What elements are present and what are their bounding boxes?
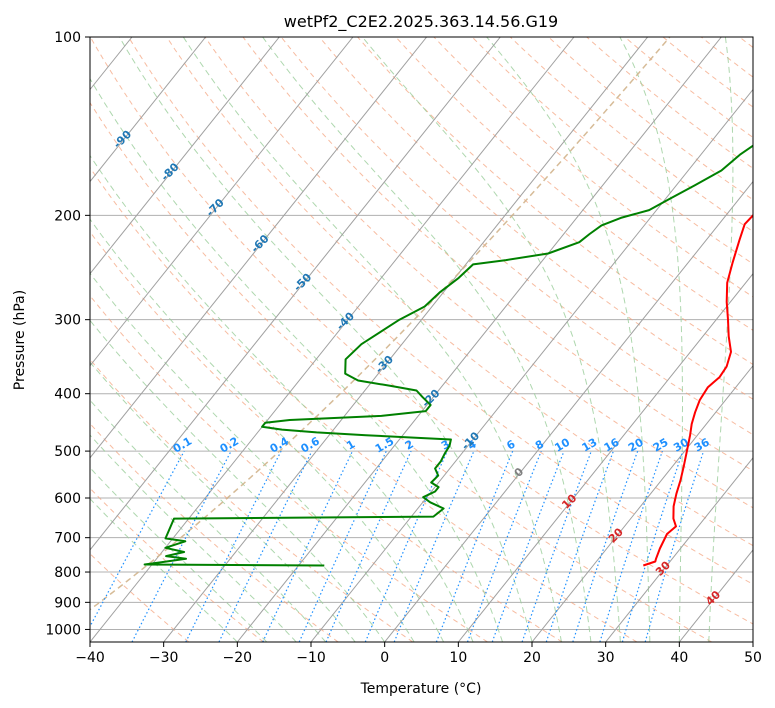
isotherm xyxy=(163,37,649,642)
mixing-ratio-line xyxy=(393,450,475,642)
moist-adiabat xyxy=(182,37,562,642)
axes: −40 −30 −20 −10 0 10 20 30 40 50 100 200 300 400 500 60… xyxy=(45,30,762,666)
moist-adiabat xyxy=(90,154,474,642)
moist-adiabat xyxy=(90,434,297,642)
y-tick-label: 400 xyxy=(54,387,81,403)
moist-adiabat xyxy=(90,361,356,642)
dry-adiabat xyxy=(90,101,712,642)
mixing-ratio-line xyxy=(545,450,614,642)
mixing-ratio-line xyxy=(644,450,705,642)
mixing-ratio-line xyxy=(599,450,663,642)
isotherm xyxy=(531,364,753,642)
mixing-ratio-line xyxy=(325,450,412,642)
y-tick-label: 100 xyxy=(54,30,81,46)
plot-area xyxy=(90,37,753,642)
dry-adiabat xyxy=(90,358,414,642)
moist-adiabat xyxy=(90,498,238,642)
isotherm xyxy=(90,37,207,183)
mixing-ratio-line xyxy=(466,450,542,642)
y-tick-label: 1000 xyxy=(45,622,81,638)
dry-adiabat xyxy=(90,37,753,625)
y-tick-label: 700 xyxy=(54,531,81,547)
isotherm xyxy=(384,180,753,642)
dry-adiabat xyxy=(90,231,563,642)
temperature-line xyxy=(642,213,753,567)
x-tick-label: −30 xyxy=(149,650,179,666)
y-tick-label: 600 xyxy=(54,491,81,507)
dry-adiabat xyxy=(90,422,339,642)
wet-bulb-curve xyxy=(90,37,671,611)
isotherm xyxy=(310,88,753,642)
moist-adiabat xyxy=(708,37,734,642)
moist-adiabat xyxy=(262,37,592,642)
mixing-ratio-line xyxy=(435,450,514,642)
mixing-ratio-line xyxy=(185,450,282,642)
isotherm xyxy=(605,457,753,642)
mixing-ratio-line xyxy=(621,450,684,642)
dry-adiabat xyxy=(90,294,488,642)
mixing-ratio-line xyxy=(572,450,639,642)
y-tick-label: 500 xyxy=(54,444,81,460)
x-tick-label: −20 xyxy=(223,650,253,666)
plot-content: 0.10.20.40.611.52346810131620253036-100-… xyxy=(90,37,753,642)
y-tick-label: 300 xyxy=(54,313,81,329)
moist-adiabat xyxy=(118,37,533,642)
dewpoint-line xyxy=(143,144,753,567)
dry-adiabat xyxy=(127,37,753,585)
dry-adiabat xyxy=(356,37,753,366)
x-axis-label: Temperature (°C) xyxy=(360,681,482,697)
dry-adiabat xyxy=(90,166,638,642)
moist-adiabat xyxy=(362,37,621,642)
chart-title: wetPf2_C2E2.2025.363.14.56.G19 xyxy=(284,12,558,32)
isotherm xyxy=(90,37,354,367)
x-tick-label: 20 xyxy=(523,650,541,666)
moist-adiabat xyxy=(619,37,683,642)
moist-adiabat xyxy=(90,467,268,642)
dry-adiabat xyxy=(242,37,753,472)
x-tick-label: 10 xyxy=(449,650,467,666)
dry-adiabat xyxy=(318,37,753,400)
y-tick-label: 800 xyxy=(54,565,81,581)
y-tick-label: 200 xyxy=(54,208,81,224)
isotherm xyxy=(90,37,501,551)
y-axis-label: Pressure (hPa) xyxy=(12,290,28,390)
x-tick-label: 0 xyxy=(380,650,389,666)
x-tick-label: 40 xyxy=(670,650,688,666)
mixing-ratio-line xyxy=(521,450,592,642)
dry-adiabat xyxy=(204,37,753,509)
dry-adiabat xyxy=(90,553,190,642)
moist-adiabat xyxy=(90,77,503,642)
mixing-ratio-line xyxy=(491,450,565,642)
moist-adiabat xyxy=(90,319,386,642)
x-tick-label: 50 xyxy=(744,650,762,666)
y-tick-label: 900 xyxy=(54,595,81,611)
isotherm xyxy=(90,37,280,275)
moist-adiabat xyxy=(90,218,445,642)
plot-frame xyxy=(89,36,754,643)
x-tick-label: −10 xyxy=(296,650,326,666)
isotherm xyxy=(457,272,753,642)
x-tick-label: 30 xyxy=(597,650,615,666)
moist-adiabat xyxy=(486,37,651,642)
isotherm xyxy=(90,37,428,459)
dry-adiabat xyxy=(90,487,264,642)
dry-adiabat xyxy=(433,37,753,298)
x-tick-label: −40 xyxy=(75,650,105,666)
isotherm xyxy=(236,37,722,642)
isotherm xyxy=(90,37,575,642)
mixing-ratio-line xyxy=(90,450,185,628)
